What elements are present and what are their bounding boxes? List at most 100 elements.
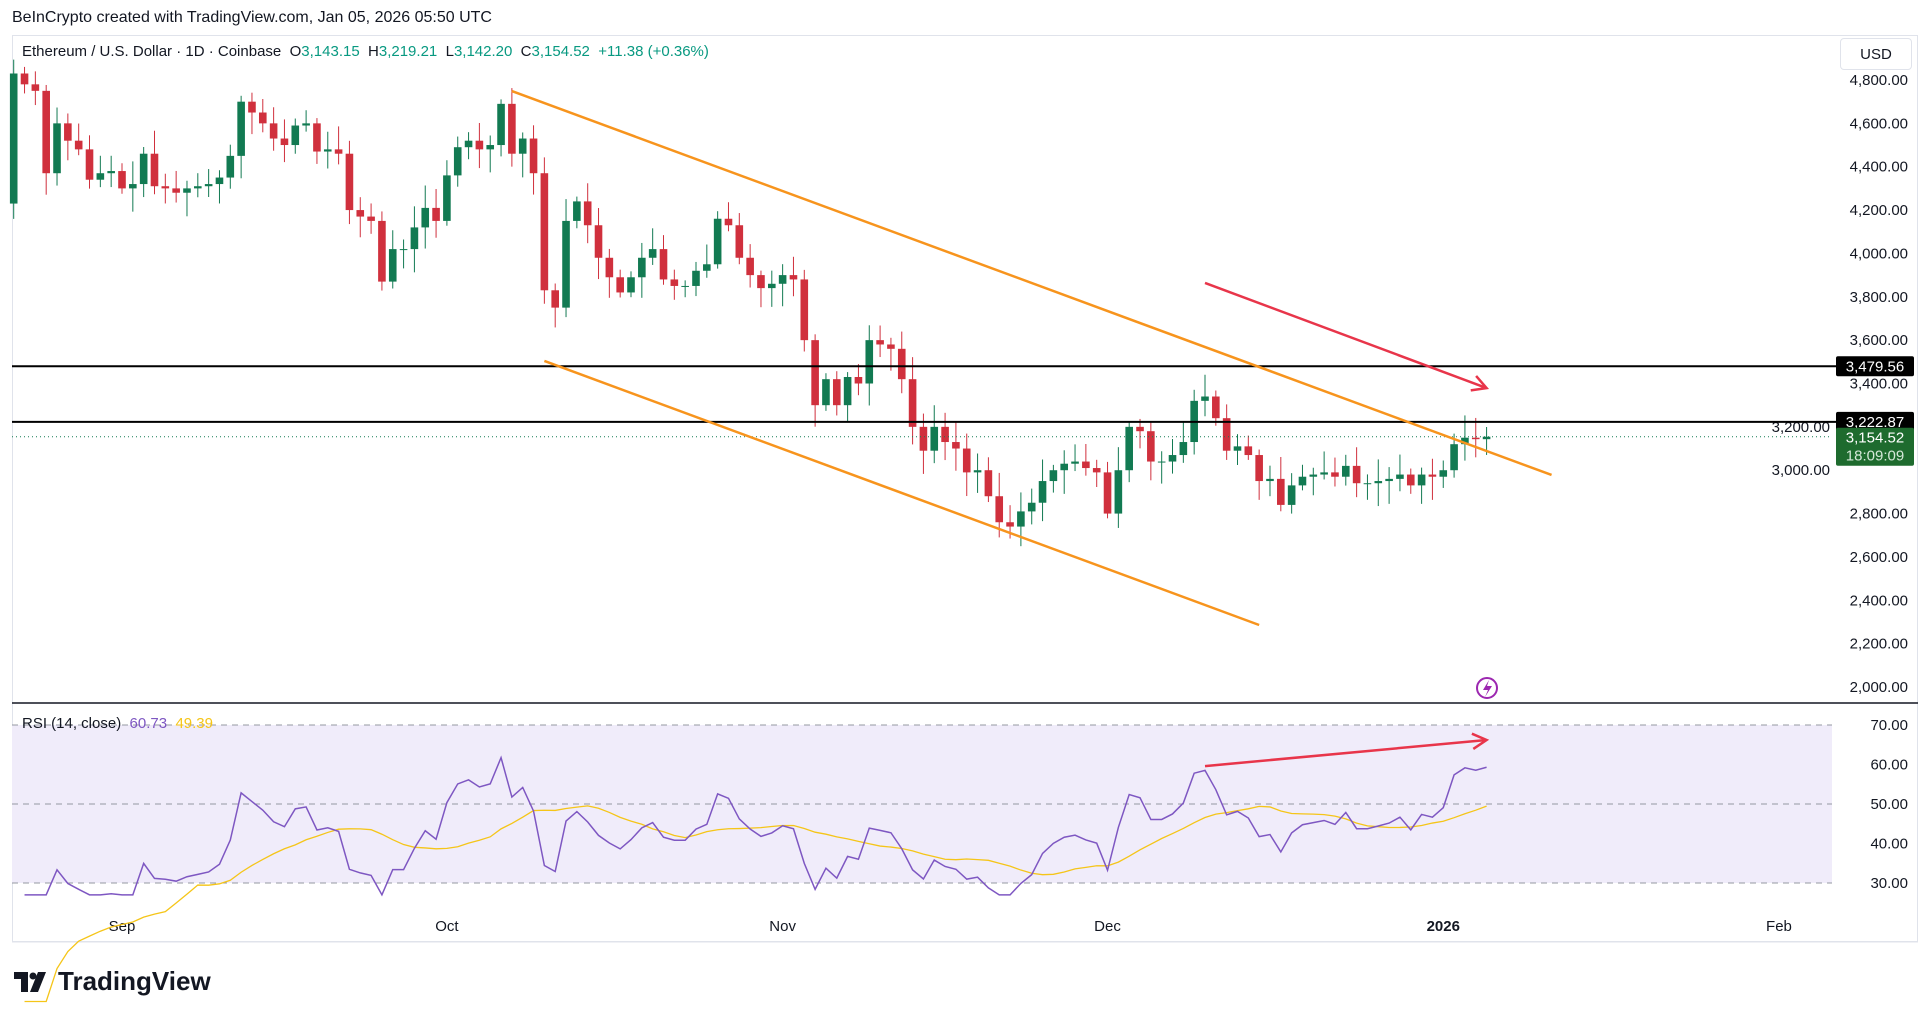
- candle-body: [508, 103, 516, 154]
- candle-body: [897, 348, 906, 380]
- candle-body: [74, 140, 83, 150]
- candle-body: [692, 270, 700, 286]
- change-value: +11.38 (+0.36%): [598, 43, 709, 60]
- candle-body: [659, 249, 668, 280]
- candle-body: [410, 227, 419, 250]
- candle-body: [529, 138, 538, 174]
- time-tick-label: Oct: [435, 918, 459, 935]
- candle-body: [1482, 436, 1491, 440]
- candle-body: [843, 376, 852, 406]
- tradingview-logo-icon: [14, 971, 46, 992]
- candle-body: [984, 470, 993, 497]
- price-trend-arrow-line: [1204, 281, 1488, 390]
- rsi-value: 60.73: [129, 715, 168, 732]
- candle-body: [204, 184, 213, 187]
- candle-body: [1385, 478, 1393, 482]
- channel-lower-line: [543, 359, 1260, 627]
- level-price-label: 3,222.87: [1846, 414, 1904, 431]
- price-tick-label: 3,600.00: [1850, 332, 1908, 349]
- candle-body: [1201, 396, 1209, 401]
- candle-body: [1287, 485, 1296, 505]
- candle-body: [1461, 437, 1469, 445]
- low-label: L: [445, 43, 454, 60]
- candle-body: [995, 496, 1004, 523]
- candle-body: [486, 145, 495, 150]
- candle-body: [323, 149, 332, 152]
- candle-body: [616, 277, 624, 293]
- candle-body: [1396, 474, 1404, 479]
- candle-body: [1157, 461, 1166, 463]
- currency-button[interactable]: USD: [1840, 38, 1912, 70]
- tradingview-logo[interactable]: TradingView: [14, 966, 211, 997]
- price-tick-label: 4,800.00: [1850, 72, 1908, 89]
- candle-body: [139, 153, 148, 185]
- candle-body: [540, 173, 549, 291]
- candle-body: [85, 149, 94, 180]
- price-tick-label: 2,400.00: [1850, 592, 1908, 609]
- price-tick-label: 3,400.00: [1850, 376, 1908, 393]
- candle-body: [388, 249, 397, 282]
- time-tick-label: Feb: [1766, 918, 1792, 935]
- candle-body: [421, 207, 430, 228]
- candle-body: [64, 123, 72, 141]
- candle-body: [789, 275, 798, 280]
- candle-body: [194, 186, 202, 189]
- candle-body: [1450, 444, 1458, 471]
- price-tick-label: 2,800.00: [1850, 506, 1908, 523]
- last-price-label: 3,154.52: [1846, 430, 1904, 447]
- candle-body: [1082, 461, 1090, 469]
- last-price-tag: [1836, 427, 1914, 466]
- candle-body: [832, 379, 841, 406]
- rsi-legend[interactable]: RSI (14, close) 60.73 49.39: [22, 715, 213, 732]
- candle-body: [378, 220, 386, 282]
- candle-body: [713, 218, 722, 265]
- candle-body: [399, 249, 408, 251]
- candle-body: [150, 153, 159, 187]
- level-price-tag: [1836, 356, 1914, 377]
- candle-body: [334, 149, 343, 154]
- candle-body: [1071, 461, 1079, 464]
- low-value: 3,142.20: [453, 43, 513, 60]
- rsi-band: [12, 725, 1832, 883]
- rsi-tick-label: 60.00: [1870, 757, 1908, 774]
- candle-body: [1147, 431, 1155, 462]
- price-tick-label: 3,800.00: [1850, 289, 1908, 306]
- lightning-bolt-icon: [1483, 680, 1492, 697]
- candle-body: [1309, 474, 1318, 477]
- candle-body: [800, 279, 809, 341]
- rsi-label: RSI (14, close): [22, 715, 122, 732]
- candle-body: [302, 123, 310, 126]
- close-label: C: [520, 43, 532, 60]
- candles: [9, 59, 1491, 547]
- rsi-tick-label: 40.00: [1870, 836, 1908, 853]
- candle-body: [1027, 502, 1036, 512]
- candle-body: [573, 201, 581, 221]
- countdown-label: 18:09:09: [1846, 448, 1904, 465]
- candle-body: [919, 426, 928, 451]
- level-price-label: 3,479.56: [1846, 358, 1904, 375]
- candle-body: [53, 123, 61, 174]
- candle-body: [1233, 446, 1242, 451]
- candle-body: [778, 275, 787, 284]
- symbol-name[interactable]: Ethereum / U.S. Dollar · 1D · Coinbase: [22, 43, 282, 60]
- candle-body: [1417, 474, 1426, 486]
- candle-body: [1038, 481, 1047, 503]
- candle-body: [31, 84, 40, 91]
- candle-body: [291, 125, 300, 146]
- candle-body: [237, 101, 245, 156]
- time-tick-label: Dec: [1094, 918, 1121, 935]
- candle-body: [1179, 442, 1188, 456]
- candle-body: [1439, 470, 1448, 477]
- rsi-line: [24, 755, 1487, 897]
- high-label: H: [368, 43, 379, 60]
- price-tick-label: 4,400.00: [1850, 159, 1908, 176]
- candle-body: [1136, 426, 1144, 432]
- candle-body: [269, 123, 278, 139]
- candle-body: [1244, 446, 1253, 456]
- candle-body: [161, 186, 170, 189]
- candle-body: [583, 201, 592, 226]
- candle-body: [1092, 468, 1101, 473]
- candle-body: [1212, 396, 1220, 419]
